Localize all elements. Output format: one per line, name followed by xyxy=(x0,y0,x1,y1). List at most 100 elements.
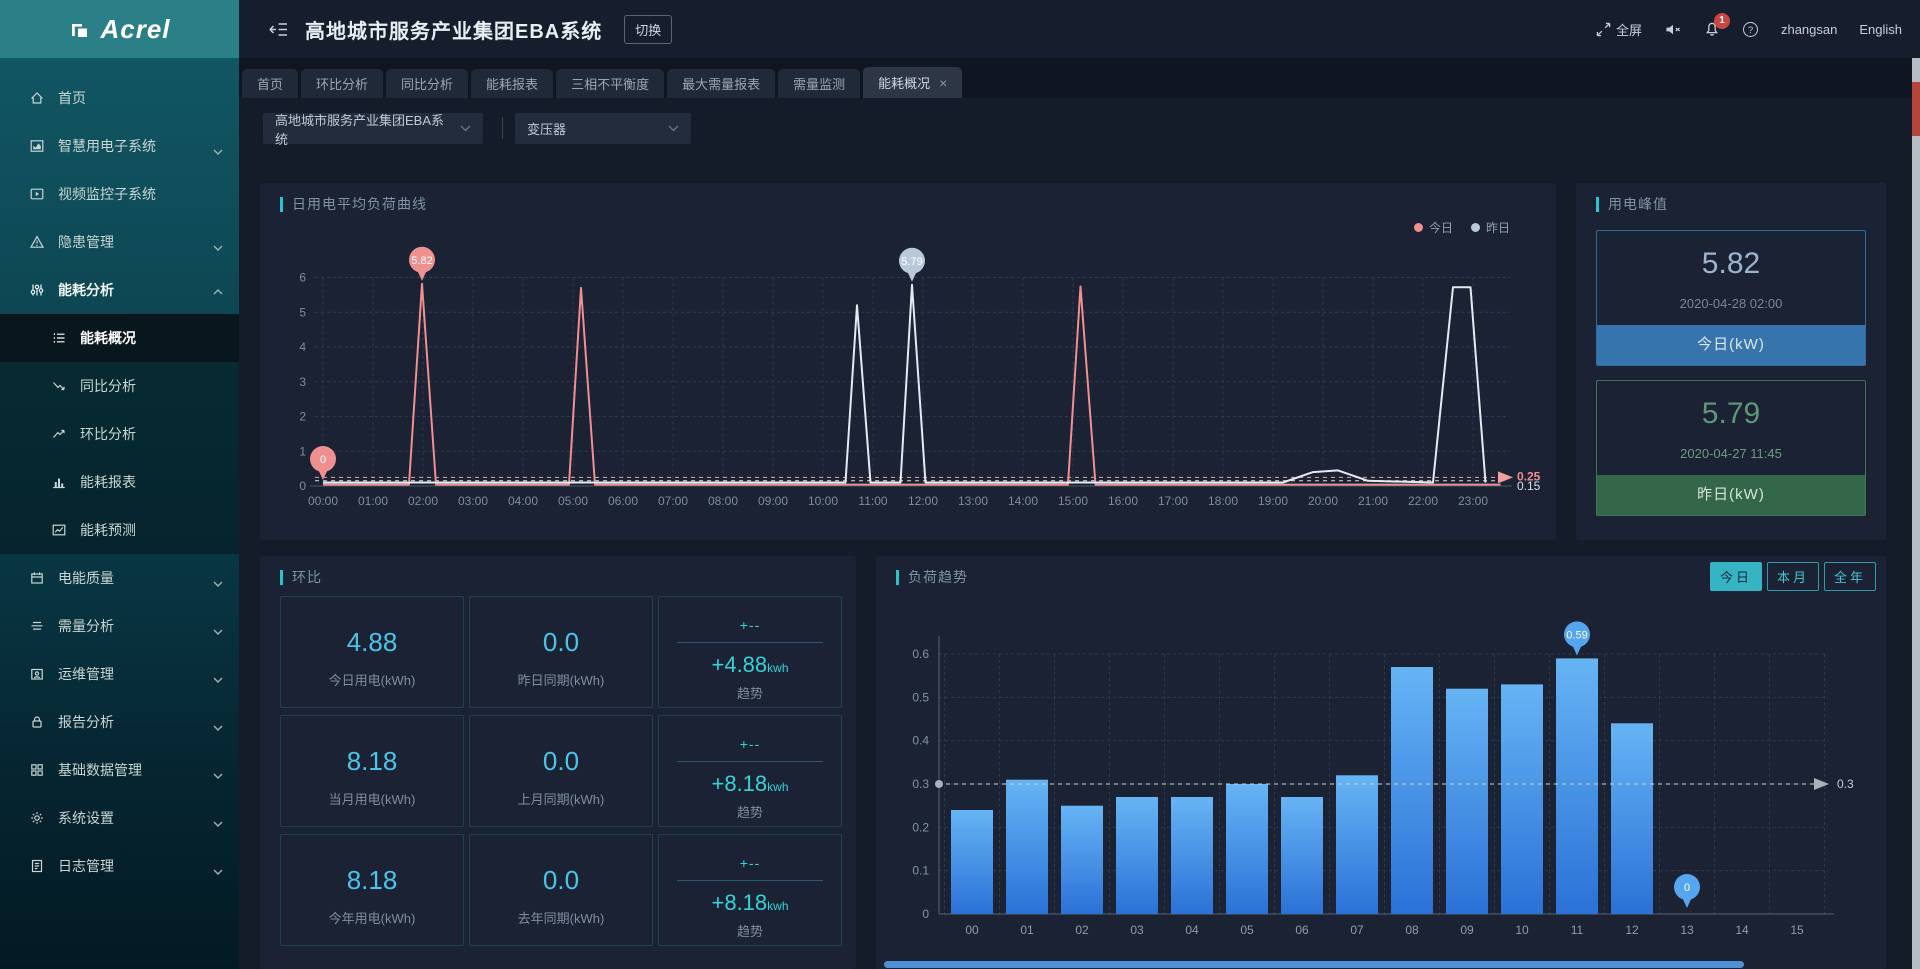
report-icon xyxy=(28,714,45,731)
range-button-year[interactable]: 全年 xyxy=(1823,562,1876,591)
chevron-down-icon xyxy=(213,766,223,782)
svg-text:0.25: 0.25 xyxy=(1517,469,1541,483)
svg-text:13:00: 13:00 xyxy=(958,494,988,508)
sidebar-item-power-quality[interactable]: 电能质量 xyxy=(0,554,239,602)
svg-text:00: 00 xyxy=(965,923,979,937)
fullscreen-button[interactable]: 全屏 xyxy=(1596,20,1642,39)
trend-down-icon xyxy=(50,378,67,395)
close-tab-icon[interactable]: × xyxy=(939,74,948,91)
svg-text:08:00: 08:00 xyxy=(708,494,738,508)
svg-text:01: 01 xyxy=(1020,923,1034,937)
sidebar-item-label: 隐患管理 xyxy=(58,234,114,250)
tab-max-demand-report[interactable]: 最大需量报表 xyxy=(667,69,776,98)
daily-load-curve-panel: 日用电平均负荷曲线 今日 昨日 0 1 2 3 4 5 6 00:00 01:00 02:00 03… xyxy=(260,183,1556,540)
sidebar-item-yoy-analysis[interactable]: 同比分析 xyxy=(0,362,239,410)
device-select[interactable]: 变压器 xyxy=(515,113,691,144)
svg-text:06: 06 xyxy=(1295,923,1309,937)
sidebar-item-hazard[interactable]: 隐患管理 xyxy=(0,218,239,266)
svg-text:0.3: 0.3 xyxy=(912,777,929,791)
sidebar-item-label: 运维管理 xyxy=(58,666,114,682)
username[interactable]: zhangsan xyxy=(1780,21,1838,37)
page-scrollbar-thumb[interactable] xyxy=(1912,82,1920,136)
svg-text:00:00: 00:00 xyxy=(308,494,338,508)
chart-horizontal-scrollbar[interactable] xyxy=(884,961,1744,968)
sidebar-item-energy-forecast[interactable]: 能耗预测 xyxy=(0,506,239,554)
sidebar-item-base-data[interactable]: 基础数据管理 xyxy=(0,746,239,794)
system-select[interactable]: 高地城市服务产业集团EBA系统 xyxy=(263,113,483,147)
tab-bar: 首页 环比分析 同比分析 能耗报表 三相不平衡度 最大需量报表 需量监测 能耗概… xyxy=(239,58,1920,98)
bar-chart-icon xyxy=(50,474,67,491)
tab-three-phase-imbalance[interactable]: 三相不平衡度 xyxy=(556,69,665,98)
sidebar-item-energy-overview[interactable]: 能耗概况 xyxy=(0,314,239,362)
tab-demand-monitor[interactable]: 需量监测 xyxy=(778,69,861,98)
tab-energy-report[interactable]: 能耗报表 xyxy=(471,69,554,98)
svg-text:07: 07 xyxy=(1350,923,1364,937)
legend-dot xyxy=(1413,223,1423,232)
switch-button[interactable]: 切换 xyxy=(624,14,673,44)
brand-name: Acrel xyxy=(100,13,171,44)
mute-icon[interactable] xyxy=(1664,22,1682,37)
area-chart-icon xyxy=(28,138,45,155)
load-trend-panel: 负荷趋势 今日 本月 全年 0 0.1 0.2 0.3 0.4 0.5 0.6 00 01 02 03 0… xyxy=(876,556,1886,969)
svg-text:02: 02 xyxy=(1075,923,1089,937)
submenu-energy-analysis: 能耗概况 同比分析 环比分析 能耗报表 能耗预测 xyxy=(0,314,239,554)
sidebar-item-home[interactable]: 首页 xyxy=(0,74,239,122)
range-button-month[interactable]: 本月 xyxy=(1766,562,1819,591)
panel-title: 环比 xyxy=(280,570,322,585)
sidebar-item-label: 能耗预测 xyxy=(80,522,136,538)
sidebar-item-mom-analysis[interactable]: 环比分析 xyxy=(0,410,239,458)
svg-text:17:00: 17:00 xyxy=(1158,494,1188,508)
trend-label: 趋势 xyxy=(736,686,763,701)
peak-time: 2020-04-28 02:00 xyxy=(1679,296,1783,311)
sidebar-item-ops-management[interactable]: 运维管理 xyxy=(0,650,239,698)
collapse-sidebar-icon[interactable] xyxy=(269,22,288,37)
chevron-down-icon xyxy=(460,125,471,132)
range-button-today[interactable]: 今日 xyxy=(1709,562,1762,591)
stat-card: 8.18 当月用电(kWh) xyxy=(280,715,464,827)
chevron-down-icon xyxy=(213,622,223,638)
sidebar-item-label: 视频监控子系统 xyxy=(58,186,156,202)
trend-range-buttons: 今日 本月 全年 xyxy=(1709,562,1876,591)
trend-card: +-- +4.88kwh 趋势 xyxy=(658,596,842,708)
video-icon xyxy=(28,186,45,203)
chevron-down-icon xyxy=(213,862,223,878)
notifications-button[interactable]: 1 xyxy=(1704,13,1730,37)
legend-item-yesterday[interactable]: 昨日 xyxy=(1470,219,1510,236)
svg-text:19:00: 19:00 xyxy=(1258,494,1288,508)
chevron-up-icon xyxy=(213,286,223,302)
sidebar-item-video-monitor[interactable]: 视频监控子系统 xyxy=(0,170,239,218)
stat-label: 昨日同期(kWh) xyxy=(517,673,605,688)
sidebar-item-label: 系统设置 xyxy=(58,810,114,826)
svg-text:0.1: 0.1 xyxy=(912,864,929,878)
svg-text:1: 1 xyxy=(299,444,306,458)
sidebar-item-report-analysis[interactable]: 报告分析 xyxy=(0,698,239,746)
svg-text:03:00: 03:00 xyxy=(458,494,488,508)
tab-yoy-analysis[interactable]: 同比分析 xyxy=(386,69,469,98)
trend-label: 趋势 xyxy=(736,924,763,939)
peak-label: 今日(kW) xyxy=(1597,325,1865,365)
sidebar-item-energy-report[interactable]: 能耗报表 xyxy=(0,458,239,506)
help-icon[interactable]: ? xyxy=(1742,21,1759,38)
sidebar-item-energy-analysis[interactable]: 能耗分析 xyxy=(0,266,239,314)
svg-text:0.2: 0.2 xyxy=(912,820,929,834)
sidebar-item-label: 需量分析 xyxy=(58,618,114,634)
legend-item-today[interactable]: 今日 xyxy=(1413,219,1453,236)
svg-text:12: 12 xyxy=(1625,923,1639,937)
svg-text:23:00: 23:00 xyxy=(1458,494,1488,508)
sidebar-item-log-management[interactable]: 日志管理 xyxy=(0,842,239,890)
peak-value: 5.79 xyxy=(1701,397,1761,430)
fullscreen-icon xyxy=(1596,22,1611,37)
sidebar-item-system-settings[interactable]: 系统设置 xyxy=(0,794,239,842)
tab-mom-analysis[interactable]: 环比分析 xyxy=(301,69,384,98)
sidebar-item-label: 智慧用电子系统 xyxy=(58,138,156,154)
page-scrollbar-track[interactable] xyxy=(1912,58,1920,969)
load-trend-chart: 0 0.1 0.2 0.3 0.4 0.5 0.6 00 01 02 03 04 05 06 07 08 09 1… xyxy=(912,621,1854,937)
tab-energy-overview[interactable]: 能耗概况 × xyxy=(863,67,963,98)
sidebar-item-smart-power[interactable]: 智慧用电子系统 xyxy=(0,122,239,170)
language-switch[interactable]: English xyxy=(1859,21,1902,37)
svg-text:15: 15 xyxy=(1790,923,1804,937)
peak-time: 2020-04-27 11:45 xyxy=(1680,446,1782,461)
sidebar-item-demand-analysis[interactable]: 需量分析 xyxy=(0,602,239,650)
mom-comparison-panel: 环比 4.88 今日用电(kWh) 0.0 昨日同期(kWh) +-- +4.8… xyxy=(260,556,856,969)
tab-home[interactable]: 首页 xyxy=(242,69,299,98)
